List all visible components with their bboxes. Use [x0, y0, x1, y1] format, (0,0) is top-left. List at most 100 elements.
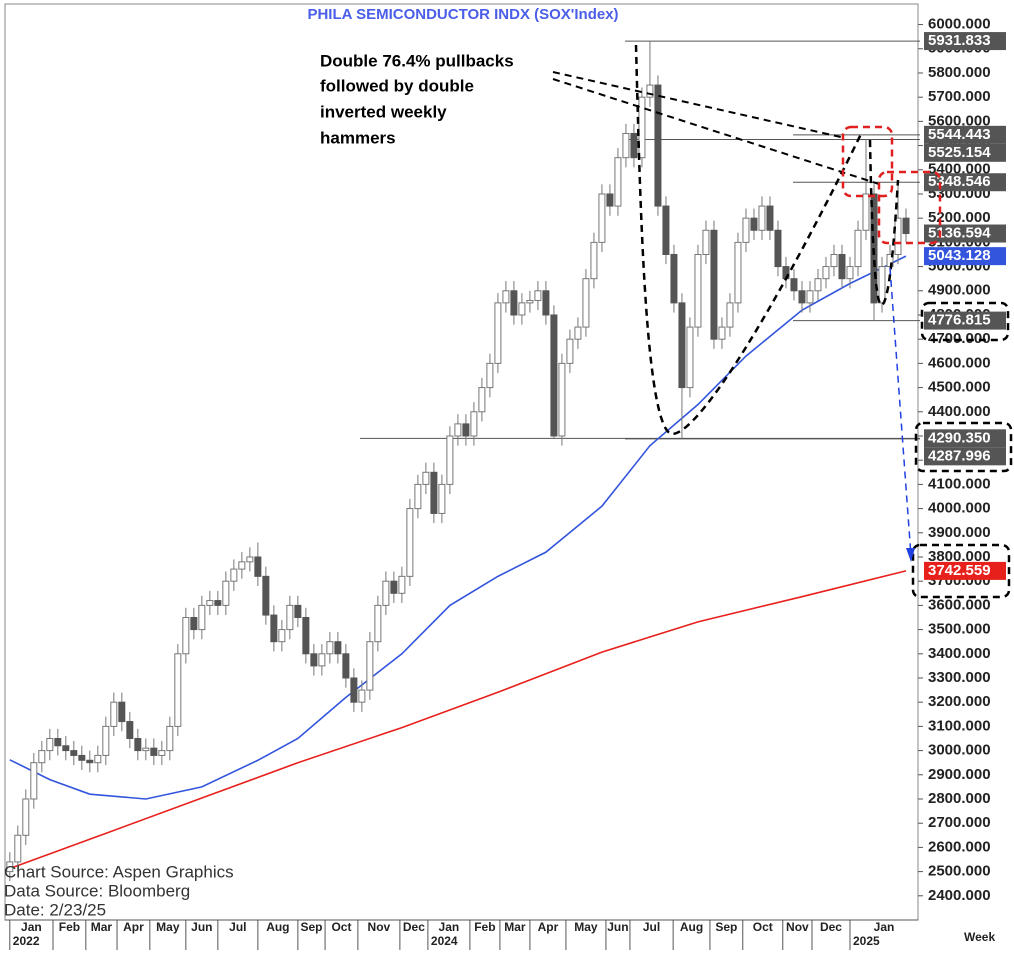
candle-body	[710, 229, 718, 340]
candle-body	[46, 737, 54, 752]
candle-body	[150, 747, 158, 756]
moving-average	[9, 570, 907, 870]
source: Date: 2/23/25	[4, 900, 106, 919]
candle-body	[358, 689, 366, 703]
candle-body	[102, 725, 110, 756]
candle-body	[134, 737, 142, 752]
x-tick-label: Aug	[680, 920, 703, 934]
x-tick-label: Jan	[21, 920, 42, 934]
candle-body	[70, 750, 78, 756]
candle-body	[718, 326, 726, 340]
candle-body	[142, 747, 150, 752]
candle-body	[614, 157, 622, 207]
price-badge-label: 4287.996	[928, 447, 991, 464]
candle-body	[254, 556, 262, 577]
annotation: inverted weekly	[320, 102, 447, 121]
year-label: 2022	[13, 934, 40, 948]
candle-body	[510, 290, 518, 316]
candle-body	[294, 604, 302, 618]
x-tick-label: Apr	[538, 920, 559, 934]
y-tick-label: 2900.000	[928, 766, 991, 783]
candle-body	[390, 580, 398, 594]
x-tick-label: Mar	[504, 920, 526, 934]
candle-body	[814, 278, 822, 292]
highlight-box	[877, 170, 942, 245]
candle-body	[278, 629, 286, 643]
price-badge	[924, 247, 1006, 266]
price-badge-label: 5043.128	[928, 247, 991, 264]
y-tick-label: 4700.000	[928, 330, 991, 347]
candle-body	[182, 616, 190, 655]
annotation: Double 76.4% pullbacks	[320, 51, 514, 70]
y-tick-label: 4900.000	[928, 282, 991, 299]
annotation: hammers	[320, 128, 396, 147]
candle-body	[454, 423, 462, 437]
candle-body	[574, 326, 582, 340]
pointer-line	[552, 78, 883, 186]
candle-body	[790, 278, 798, 292]
candle-body	[286, 604, 294, 631]
chart-title: PHILA SEMICONDUCTOR INDX (SOX'Index)	[307, 6, 618, 23]
candle-body	[214, 600, 222, 606]
y-tick-label: 6000.000	[928, 16, 991, 33]
y-tick-label: 4400.000	[928, 403, 991, 420]
candle-body	[566, 338, 574, 364]
candle-body	[622, 132, 630, 159]
year-label: 2024	[431, 934, 458, 948]
x-tick-label: Jan	[874, 920, 895, 934]
candle-body	[902, 217, 910, 235]
price-badge	[924, 173, 1006, 192]
candle-body	[350, 677, 358, 703]
candle-body	[118, 701, 126, 723]
y-tick-label: 3400.000	[928, 645, 991, 662]
x-tick-label: Oct	[331, 920, 351, 934]
candle-body	[542, 290, 550, 316]
candle-body	[766, 205, 774, 231]
y-tick-label: 4100.000	[928, 475, 991, 492]
candle-body	[774, 229, 782, 268]
candle-body	[86, 759, 94, 764]
candle-body	[246, 556, 254, 563]
highlight-box	[911, 543, 1011, 599]
x-tick-label: Jan	[439, 920, 460, 934]
x-tick-label: Nov	[786, 920, 809, 934]
y-tick-label: 3500.000	[928, 621, 991, 638]
x-tick-label: Mar	[91, 920, 113, 934]
candle-body	[310, 653, 318, 667]
y-tick-label: 3000.000	[928, 742, 991, 759]
candle-body	[630, 132, 638, 159]
y-tick-label: 4000.000	[928, 500, 991, 517]
dashed-curve	[868, 139, 900, 307]
candle-body	[582, 278, 590, 328]
candle-body	[654, 84, 662, 207]
source: Data Source: Bloomberg	[4, 881, 190, 900]
arrow	[889, 267, 912, 557]
price-badge	[924, 311, 1006, 330]
x-tick-label: Dec	[403, 920, 425, 934]
y-tick-label: 2400.000	[928, 887, 991, 904]
candle-body	[558, 362, 566, 437]
x-tick-label: Feb	[474, 920, 495, 934]
candle-body	[158, 750, 166, 756]
source: Chart Source: Aspen Graphics	[4, 862, 234, 881]
candle-body	[598, 193, 606, 243]
highlight-box	[920, 301, 1010, 342]
price-badge	[924, 447, 1006, 466]
candle-body	[14, 834, 22, 863]
candle-body	[798, 290, 806, 304]
candle-body	[406, 508, 414, 577]
candle-body	[62, 745, 70, 752]
candle-body	[334, 641, 342, 655]
candle-body	[198, 604, 206, 631]
candle-body	[478, 387, 486, 413]
highlight-box	[841, 125, 894, 198]
candle-body	[486, 362, 494, 389]
y-tick-label: 5800.000	[928, 64, 991, 81]
candle-body	[422, 471, 430, 485]
candle-body	[30, 762, 38, 800]
candle-body	[502, 290, 510, 304]
candle-body	[878, 266, 886, 304]
y-tick-label: 2600.000	[928, 838, 991, 855]
candle-body	[382, 580, 390, 606]
candle-body	[414, 483, 422, 510]
